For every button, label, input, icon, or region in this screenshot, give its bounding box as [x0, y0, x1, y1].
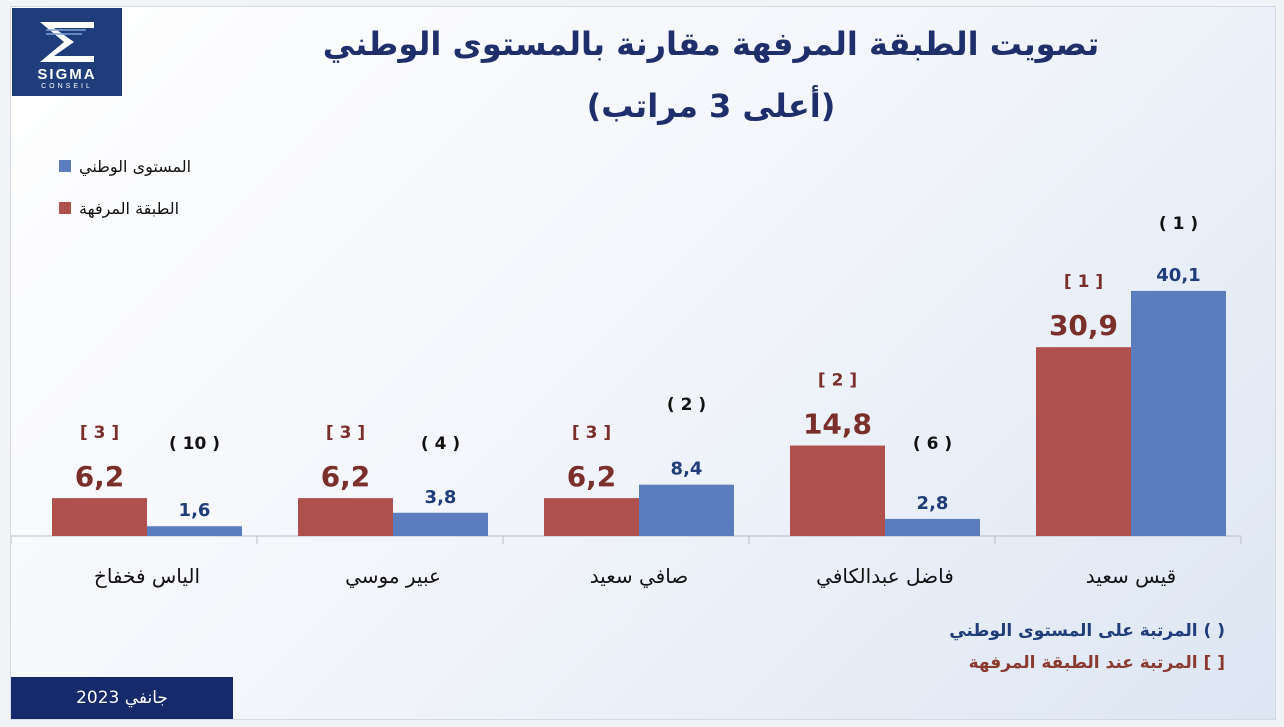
- rank-label-national: ( 2 ): [667, 395, 706, 415]
- bar-national: [147, 526, 242, 536]
- rank-label-affluent: [ 2 ]: [818, 371, 857, 391]
- rank-label-affluent: [ 3 ]: [80, 423, 119, 443]
- data-label-affluent: 6,2: [567, 460, 617, 493]
- bar-affluent: [544, 498, 639, 536]
- bar-national: [639, 484, 734, 536]
- data-label-national: 40,1: [1156, 265, 1200, 286]
- bar-national: [1131, 290, 1226, 536]
- data-label-national: 8,4: [671, 459, 703, 480]
- bar-affluent: [298, 498, 393, 536]
- bar-affluent: [790, 445, 885, 536]
- rank-label-national: ( 10 ): [169, 434, 220, 454]
- bar-national: [885, 518, 980, 536]
- slide: SIGMA CONSEIL تصويت الطبقة المرفهة مقارن…: [10, 6, 1276, 720]
- category-label: صافي سعيد: [590, 564, 689, 589]
- category-label: عبير موسي: [345, 564, 441, 589]
- legend-label-affluent: الطبقة المرفهة: [79, 199, 180, 218]
- logo-sub: CONSEIL: [41, 83, 93, 90]
- data-label-affluent: 30,9: [1049, 309, 1118, 342]
- sigma-icon: [40, 22, 94, 62]
- footer-date: جانفي 2023: [11, 677, 233, 719]
- data-label-affluent: 6,2: [321, 460, 371, 493]
- legend-swatch-national: [59, 160, 71, 172]
- data-label-national: 2,8: [917, 493, 949, 514]
- note-national-rank: ( ) المرتبة على المستوى الوطني: [949, 621, 1225, 641]
- rank-label-national: ( 4 ): [421, 434, 460, 454]
- note-affluent-rank: [ ] المرتبة عند الطبقة المرفهة: [968, 653, 1225, 673]
- category-label: قيس سعيد: [1086, 564, 1176, 588]
- rank-label-affluent: [ 3 ]: [572, 423, 611, 443]
- legend-swatch-affluent: [59, 202, 71, 214]
- bar-chart: 6,2 1,6 [ 3 ] ( 10 ) الياس فخفاخ 6,2 3,8 [ 3 ] (…: [11, 214, 1242, 589]
- rank-label-affluent: [ 3 ]: [326, 423, 365, 443]
- data-label-national: 3,8: [425, 487, 457, 508]
- rank-label-affluent: [ 1 ]: [1064, 272, 1103, 292]
- rank-label-national: ( 6 ): [913, 434, 952, 454]
- bar-affluent: [52, 498, 147, 536]
- sigma-logo: SIGMA CONSEIL: [12, 8, 122, 96]
- bar-national: [393, 512, 488, 536]
- chart-subtitle: (أعلى 3 مراتب): [586, 87, 836, 125]
- bar-affluent: [1036, 347, 1131, 536]
- data-label-affluent: 14,8: [803, 408, 872, 441]
- data-label-national: 1,6: [179, 500, 211, 521]
- category-label: الياس فخفاخ: [94, 564, 200, 588]
- legend-label-national: المستوى الوطني: [79, 157, 192, 176]
- chart-title: تصويت الطبقة المرفهة مقارنة بالمستوى الو…: [322, 25, 1100, 63]
- category-label: فاضل عبدالكافي: [816, 564, 954, 589]
- data-label-affluent: 6,2: [75, 460, 125, 493]
- logo-word: SIGMA: [37, 66, 97, 83]
- rank-label-national: ( 1 ): [1159, 214, 1198, 234]
